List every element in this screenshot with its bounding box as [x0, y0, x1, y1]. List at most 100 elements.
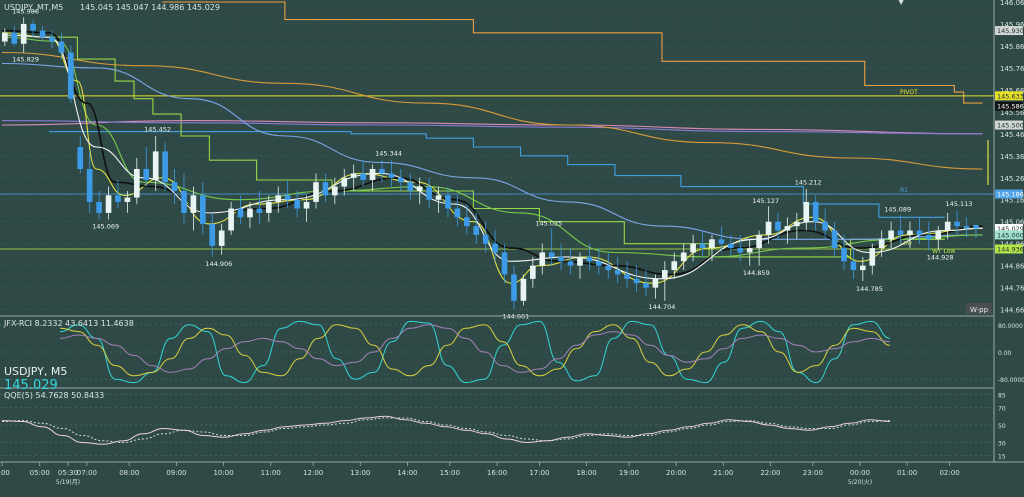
candle: [200, 182, 206, 235]
candle: [662, 261, 668, 301]
candle-body: [633, 278, 640, 284]
low-label: Low: [900, 240, 912, 247]
candle-body: [567, 261, 574, 266]
candle: [831, 221, 838, 257]
qqe-tick: 30: [998, 441, 1006, 448]
candle-body: [511, 274, 517, 301]
time-label: 15:00: [440, 469, 460, 477]
candle-body: [605, 265, 612, 271]
time-label: 23:00: [803, 469, 823, 477]
price-label: 144.906: [205, 260, 232, 268]
candle: [105, 186, 112, 220]
step-line-orange: [162, 1, 983, 104]
price-box-label: 145.633: [997, 92, 1024, 100]
time-label: 12:00: [303, 469, 323, 477]
candle-body: [341, 177, 348, 187]
candle-body: [350, 173, 357, 178]
candle-body: [558, 256, 564, 262]
candle-body: [831, 230, 838, 249]
ma-blue_ma: [1, 62, 983, 240]
candle-body: [332, 186, 338, 196]
candle: [284, 179, 291, 209]
qqe-indicator-panel: 85 70 50 30 15: [0, 392, 1006, 461]
overlay-symbol: USDJPY, M5: [4, 365, 67, 378]
price-tick: 145.460: [1000, 131, 1024, 139]
candle: [379, 160, 385, 183]
rci-line-purple: [59, 324, 891, 373]
candle: [596, 248, 602, 275]
rci-tick: 0.00: [998, 350, 1012, 357]
candle-body: [435, 195, 442, 200]
candle-body: [454, 208, 461, 218]
price-box: [995, 120, 1023, 130]
close-icon[interactable]: ▼: [898, 0, 905, 6]
candle-body: [360, 173, 366, 180]
candle: [360, 160, 366, 187]
candle-body: [39, 30, 46, 38]
candle-body: [746, 248, 753, 253]
wt-low-label: WT Low: [932, 248, 955, 255]
candle: [633, 265, 640, 293]
candle: [841, 234, 847, 271]
candle-body: [426, 186, 432, 200]
candle-body: [473, 226, 480, 235]
candle: [567, 248, 574, 275]
candle-body: [77, 147, 84, 169]
candle-body: [115, 195, 121, 202]
time-label: 18:00: [576, 469, 596, 477]
candle: [850, 248, 857, 279]
candle-body: [888, 230, 894, 240]
price-box: [995, 224, 1023, 234]
price-label: 145.025: [535, 219, 562, 227]
candle-body: [407, 182, 414, 191]
candle: [96, 190, 102, 220]
candle-body: [935, 230, 942, 240]
candle-body: [313, 182, 319, 202]
price-box-label: 144.936: [997, 245, 1024, 253]
price-label: 145.986: [12, 7, 39, 15]
candle: [332, 177, 338, 205]
candle: [907, 221, 913, 249]
candle-body: [482, 234, 489, 244]
candle: [492, 230, 498, 262]
candle-body: [2, 32, 8, 42]
symbol-title: USDJPY_MT,M5: [4, 3, 63, 12]
time-label: 05:00: [30, 469, 50, 477]
time-label: 11:00: [261, 469, 281, 477]
candle: [162, 142, 168, 191]
candle: [124, 190, 131, 213]
candle-body: [228, 208, 234, 231]
candle-body: [190, 195, 197, 213]
candle-body: [652, 278, 659, 288]
time-label: 00:00: [850, 469, 870, 477]
rci-tick: -80.0000: [998, 377, 1024, 384]
candle-body: [388, 173, 395, 178]
candle: [152, 136, 159, 191]
candle: [218, 223, 225, 255]
candle-body: [812, 201, 819, 222]
candle-body: [266, 201, 272, 213]
qqe-tick: 15: [998, 454, 1006, 461]
price-tick: 145.260: [1000, 175, 1024, 183]
candle-body: [643, 283, 649, 288]
candle-body: [718, 239, 725, 244]
candle-body: [369, 168, 376, 180]
candle: [775, 212, 781, 240]
candle-body: [181, 190, 187, 213]
ma-white_ma: [1, 34, 983, 280]
price-label: 145.089: [884, 205, 911, 213]
candle: [794, 212, 800, 240]
candle: [294, 190, 300, 218]
candle: [803, 188, 810, 231]
r1-label: R1: [900, 187, 908, 194]
candle: [482, 221, 489, 253]
candle-body: [596, 261, 602, 266]
candle: [671, 252, 678, 279]
candle: [558, 243, 564, 271]
price-label: 145.069: [92, 223, 119, 231]
candle-body: [737, 248, 744, 253]
candle: [963, 217, 970, 238]
